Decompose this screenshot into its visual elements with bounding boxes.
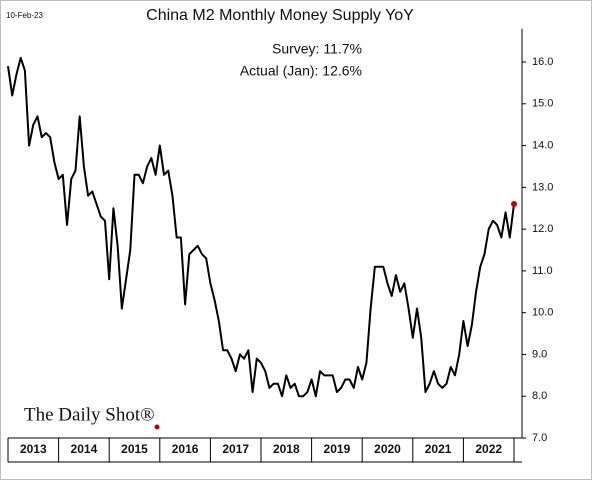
y-tick-label: 16.0 — [532, 56, 553, 68]
date-label: 10-Feb-23 — [6, 11, 43, 20]
x-tick-label: 2022 — [475, 442, 502, 456]
source-logo: The Daily Shot® — [24, 404, 155, 425]
x-tick-label: 2020 — [374, 442, 401, 456]
x-tick-label: 2015 — [121, 442, 148, 456]
y-tick-label: 14.0 — [532, 139, 553, 151]
logo-dot — [154, 424, 160, 430]
x-tick-label: 2016 — [172, 442, 199, 456]
y-tick-label: 8.0 — [532, 390, 547, 402]
y-tick-label: 11.0 — [532, 265, 553, 277]
x-tick-label: 2017 — [222, 442, 249, 456]
last-point — [511, 201, 517, 208]
y-tick-label: 15.0 — [532, 98, 553, 110]
y-tick-label: 10.0 — [532, 307, 553, 319]
y-tick-label: 13.0 — [532, 181, 553, 193]
y-tick-label: 9.0 — [532, 348, 547, 360]
x-tick-label: 2013 — [20, 442, 47, 456]
x-tick-label: 2019 — [324, 442, 351, 456]
chart-title: China M2 Monthly Money Supply YoY — [146, 7, 414, 24]
y-tick-label: 12.0 — [532, 223, 553, 235]
annotation: Actual (Jan): 12.6% — [240, 63, 362, 79]
x-tick-label: 2018 — [273, 442, 300, 456]
x-tick-label: 2021 — [425, 442, 452, 456]
line-series — [7, 56, 515, 398]
y-tick-label: 7.0 — [532, 432, 547, 444]
annotation: Survey: 11.7% — [272, 41, 362, 57]
x-tick-label: 2014 — [71, 442, 98, 456]
